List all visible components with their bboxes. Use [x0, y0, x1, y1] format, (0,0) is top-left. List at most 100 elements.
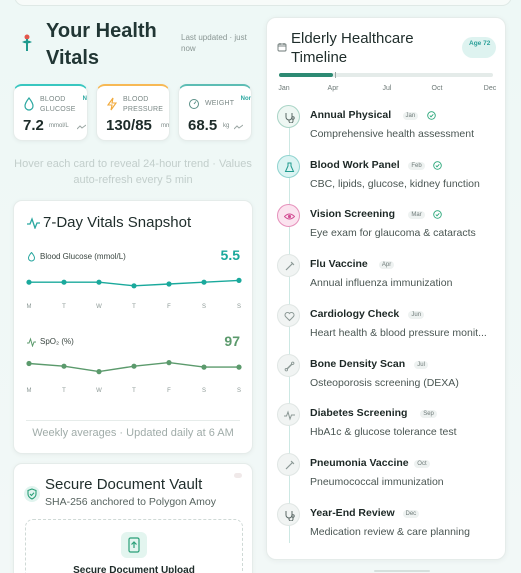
- year-progress-fill: [279, 73, 333, 77]
- vital-value: 68.5: [188, 117, 218, 134]
- upload-dropzone[interactable]: Secure Document Upload: [25, 519, 243, 573]
- day-tick-label: M: [27, 388, 32, 394]
- timeline-event[interactable]: Bone Density Scan Jul Osteoporosis screeni…: [277, 352, 503, 402]
- event-description: Annual influenza immunization: [310, 277, 453, 290]
- pulse-icon: [284, 410, 295, 421]
- vital-label: BLOOD GLUCOSE: [40, 96, 76, 113]
- vault-title: Secure Document Vault: [45, 476, 203, 493]
- event-month-badge: Feb: [408, 161, 425, 170]
- glucose-metric-label: Blood Glucose (mmol/L): [40, 252, 126, 261]
- data-point[interactable]: [131, 283, 137, 289]
- event-name: Vision Screening: [310, 208, 395, 221]
- vital-value: 7.2: [23, 117, 44, 134]
- month-label: Jul: [382, 85, 392, 92]
- timeline-event[interactable]: Diabetes Screening Sep HbA1c & glucose tol…: [277, 401, 503, 451]
- data-point[interactable]: [61, 363, 67, 369]
- timeline-node: [277, 204, 300, 228]
- event-month-badge: Apr: [378, 261, 395, 270]
- vital-value: 130/85: [106, 117, 152, 134]
- upload-label: Secure Document Upload: [73, 565, 195, 573]
- event-description: Osteoporosis screening (DEXA): [310, 376, 459, 389]
- vital-card-blood-glucose[interactable]: BLOOD GLUCOSE 7.2 mmol/L N: [13, 84, 88, 141]
- timeline-node: [277, 403, 300, 427]
- timeline-event[interactable]: Flu Vaccine Apr Annual influenza immunizat…: [277, 252, 503, 302]
- calendar-icon: [277, 43, 287, 52]
- droplet-icon: [27, 252, 36, 262]
- event-description: Heart health & blood pressure monit...: [310, 326, 487, 339]
- completed-check-icon: [427, 111, 436, 120]
- year-progress-bar: [279, 72, 493, 78]
- event-month-badge: Jan: [402, 112, 419, 120]
- pulse-icon: [27, 337, 36, 347]
- syringe-icon: [285, 460, 295, 470]
- trend-sparkline-icon: [234, 124, 243, 130]
- vital-label: BLOOD PRESSURE: [123, 96, 164, 113]
- caduceus-icon: [22, 34, 32, 51]
- day-tick-label: F: [167, 304, 171, 310]
- vital-unit: mm: [161, 123, 170, 129]
- month-label: Apr: [327, 85, 339, 92]
- vital-card-weight[interactable]: WEIGHT 68.5 kg Nor: [178, 84, 252, 141]
- vital-label: WEIGHT: [205, 100, 235, 107]
- spo2-metric-value: 97: [224, 333, 240, 349]
- glucose-metric-value: 5.5: [220, 247, 240, 263]
- day-tick-label: T: [62, 304, 66, 310]
- data-point[interactable]: [166, 360, 172, 366]
- day-tick-label: S: [237, 388, 241, 394]
- event-month-badge: Jul: [414, 360, 428, 369]
- shield-icon: [24, 486, 40, 502]
- snapshot-footer: Weekly averages · Updated daily at 6 AM: [32, 427, 234, 439]
- day-tick-label: S: [237, 304, 241, 310]
- completed-check-icon: [433, 160, 442, 170]
- timeline-event[interactable]: Vision Screening Mar Eye exam for glaucoma…: [277, 202, 503, 252]
- trend-sparkline-icon: [77, 124, 86, 130]
- event-name: Bone Density Scan: [310, 357, 406, 370]
- timeline-title: Elderly Healthcare Timeline: [291, 30, 414, 66]
- data-point[interactable]: [131, 363, 137, 369]
- data-point[interactable]: [26, 279, 32, 285]
- vital-card-blood-pressure[interactable]: BLOOD PRESSURE 130/85 mm: [96, 84, 170, 141]
- eye-icon: [284, 213, 295, 220]
- data-point[interactable]: [201, 364, 207, 370]
- data-point[interactable]: [61, 279, 67, 285]
- healthcare-timeline-card: Elderly Healthcare Timeline Age 72 Jan A…: [266, 17, 506, 560]
- spo2-metric-label: SpO₂ (%): [40, 337, 74, 346]
- hover-hint-text: Hover each card to reveal 24-hour trend …: [14, 158, 252, 186]
- snapshot-title: 7-Day Vitals Snapshot: [43, 214, 192, 231]
- timeline-node: [277, 254, 300, 278]
- day-tick-label: S: [202, 304, 206, 310]
- data-point[interactable]: [96, 369, 102, 375]
- event-name: Year-End Review: [310, 506, 395, 519]
- lightning-icon: [106, 97, 118, 111]
- stethoscope-icon: [285, 510, 295, 521]
- timeline-event[interactable]: Blood Work Panel Feb CBC, lipids, glucose,…: [277, 153, 503, 203]
- timeline-event[interactable]: Annual Physical Jan Comprehensive health a…: [277, 103, 503, 153]
- vitals-header: Your Health Vitals Last updated · just n…: [14, 16, 258, 76]
- data-point[interactable]: [236, 364, 242, 370]
- day-tick-label: T: [132, 304, 136, 310]
- event-month-badge: Mar: [408, 211, 425, 220]
- divider: [26, 420, 240, 421]
- event-name: Diabetes Screening: [310, 407, 408, 420]
- data-point[interactable]: [201, 279, 207, 285]
- timeline-event[interactable]: Pneumonia Vaccine Oct Pneumococcal immuniz…: [277, 451, 503, 501]
- data-point[interactable]: [236, 277, 242, 283]
- event-description: HbA1c & glucose tolerance test: [310, 426, 457, 439]
- day-tick-label: W: [96, 388, 102, 394]
- event-name: Annual Physical: [310, 109, 392, 121]
- data-point[interactable]: [26, 360, 32, 367]
- day-tick-label: T: [62, 388, 66, 394]
- timeline-spine: [289, 115, 290, 543]
- data-point[interactable]: [96, 279, 102, 285]
- timeline-event[interactable]: Year-End Review Dec Medication review & ca…: [277, 501, 503, 551]
- event-description: Eye exam for glaucoma & cataracts: [310, 227, 476, 240]
- timeline-node: [277, 154, 300, 178]
- data-point[interactable]: [166, 281, 172, 287]
- bottom-scroll-indicator: [374, 570, 430, 572]
- timeline-event[interactable]: Cardiology Check Jun Heart health & blood …: [277, 302, 503, 352]
- stethoscope-icon: [285, 113, 295, 123]
- month-label: Oct: [431, 85, 443, 92]
- month-label: Jan: [278, 85, 290, 92]
